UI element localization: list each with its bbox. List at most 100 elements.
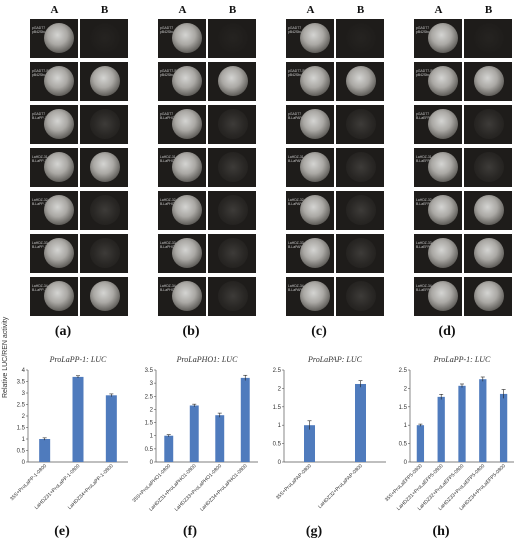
y-tick-label: 1.5 (145, 421, 154, 427)
yeast-row: pGADT7 pB42Sbu2 (158, 19, 256, 58)
yeast-cell-a: LaHDZ-32-pGADT7 B-LaPAP-pHis2 (286, 191, 334, 230)
yeast-colony (90, 109, 120, 139)
construct-label: pGADT7 B-LaPAP-pHis2 (288, 112, 312, 121)
yeast-colony (172, 152, 202, 182)
yeast-cell-a: LaHDZ-31-pGADT7 B-LaPAP-pHis2 (286, 148, 334, 187)
yeast-colony (474, 23, 504, 53)
construct-label: pGADT7-53 pB42Sbu2 (416, 69, 435, 78)
yeast-cell-b (336, 19, 384, 58)
yeast-row: LaHDZ-33-pGADT7 B-LaPAP-pHis2 (286, 234, 384, 273)
yeast-cell-a: LaHDZ-34-pGADT7 B-LaEFP-pHis2 (414, 277, 462, 316)
construct-label: pGADT7 pB42Sbu2 (288, 26, 304, 35)
y-tick-label: 0 (404, 460, 408, 466)
chart-title: ProLaPP-1: LUC (49, 355, 107, 364)
yeast-colony (300, 109, 330, 139)
yeast-cell-a: pGADT7 pB42Sbu2 (30, 19, 78, 58)
construct-label: pGADT7-53 pB42Sbu2 (288, 69, 307, 78)
y-tick-label: 0.5 (399, 442, 408, 448)
yeast-colony (218, 195, 248, 225)
yeast-cell-a: LaHDZ-34-pGADT7 B-LaPHO1-pHis2 (158, 277, 206, 316)
yeast-cell-b (208, 19, 256, 58)
yeast-colony (44, 109, 74, 139)
yeast-cell-a: pGADT7 B-LaPAP-pHis2 (286, 105, 334, 144)
y-tick-label: 2 (404, 386, 408, 392)
bar (479, 379, 487, 462)
column-header-a: A (306, 4, 315, 16)
chart-title: ProLaPHO1: LUC (176, 355, 238, 364)
x-category-label: 35S+ProLaPAP-0800 (275, 463, 313, 501)
yeast-cell-b (464, 105, 512, 144)
panel-label-d: (d) (438, 324, 456, 339)
column-header-a: A (434, 4, 443, 16)
yeast-row: LaHDZ-33-pGADT7 B-LaEFP-pHis2 (414, 234, 512, 273)
y-tick-label: 1 (22, 437, 26, 443)
yeast-colony (346, 281, 376, 311)
yeast-colony (474, 109, 504, 139)
y-tick-label: 0 (278, 460, 282, 466)
yeast-colony (218, 66, 248, 96)
yeast-row: pGADT7 pB42Sbu2 (30, 19, 128, 58)
yeast-row: LaHDZ-32-pGADT7 B-LaPP-1-pHis2 (30, 191, 128, 230)
yeast-colony (172, 109, 202, 139)
yeast-cell-b (336, 62, 384, 101)
chart-f: ProLaPHO1: LUC 0 0.5 1 1.5 2 2.5 3 3.5 35S+ProLaP… (131, 354, 262, 514)
yeast-row: LaHDZ-34-pGADT7 B-LaPAP-pHis2 (286, 277, 384, 316)
yeast-row: pGADT7-53 pB42Sbu2 (286, 62, 384, 101)
panel-label-b: (b) (182, 324, 200, 339)
construct-label: pGADT7 pB42Sbu2 (32, 26, 48, 35)
yeast-colony (44, 66, 74, 96)
y-tick-label: 3.5 (17, 380, 26, 386)
yeast-cell-a: LaHDZ-31-pGADT7 B-LaEFP-pHis2 (414, 148, 462, 187)
yeast-cell-b (464, 148, 512, 187)
yeast-row: LaHDZ-31-pGADT7 B-LaPP-1-pHis2 (30, 148, 128, 187)
yeast-colony (300, 66, 330, 96)
yeast-cell-a: LaHDZ-31-pGADT7 B-LaPHO1-pHis2 (158, 148, 206, 187)
bar (72, 376, 84, 462)
yeast-colony (300, 281, 330, 311)
yeast-colony (346, 238, 376, 268)
yeast-cell-a: LaHDZ-32-pGADT7 B-LaPP-1-pHis2 (30, 191, 78, 230)
bar (355, 383, 366, 462)
yeast-colony (300, 238, 330, 268)
chart-g: ProLaPAP: LUC 0 0.5 1 1.5 2 2.5 35S+ProLaPAP-08… (268, 354, 390, 514)
y-tick-label: 0 (150, 460, 154, 466)
panel-label-h: (h) (432, 524, 450, 539)
chart-h: ProLaPP-1: LUC 0 0.5 1 1.5 2 2.5 35S+ProLaEFP5-… (384, 354, 518, 514)
bar (437, 396, 445, 462)
yeast-cell-b (464, 234, 512, 273)
yeast-colony (428, 23, 458, 53)
yeast-colony (172, 195, 202, 225)
yeast-colony (346, 66, 376, 96)
yeast-colony (44, 23, 74, 53)
y-tick-label: 0.5 (273, 442, 282, 448)
yeast-cell-b (80, 148, 128, 187)
y-tick-label: 0.5 (17, 449, 26, 455)
column-header-b: B (484, 4, 493, 16)
chart-svg: ProLaPAP: LUC 0 0.5 1 1.5 2 2.5 35S+ProLaPAP-08… (273, 355, 386, 510)
construct-label: pGADT7-53 pB42Sbu2 (32, 69, 51, 78)
column-header-b: B (100, 4, 109, 16)
yeast-cell-b (208, 62, 256, 101)
yeast-cell-a: pGADT7-53 pB42Sbu2 (286, 62, 334, 101)
yeast-colony (172, 23, 202, 53)
yeast-colony (428, 152, 458, 182)
yeast-colony (90, 195, 120, 225)
yeast-colony (300, 23, 330, 53)
y-tick-label: 1.5 (273, 405, 282, 411)
y-tick-label: 2.5 (399, 368, 408, 374)
yeast-colony (474, 66, 504, 96)
y-tick-label: 2 (22, 414, 26, 420)
column-header-a: A (178, 4, 187, 16)
y-tick-label: 2.5 (145, 394, 154, 400)
yeast-colony (172, 281, 202, 311)
yeast-colony (428, 195, 458, 225)
y-tick-label: 2 (278, 386, 282, 392)
yeast-colony (428, 281, 458, 311)
bar (39, 439, 51, 462)
x-category-label: LaHDZ34+ProLaPHO1-0800 (199, 463, 249, 513)
yeast-cell-a: LaHDZ-31-pGADT7 B-LaPP-1-pHis2 (30, 148, 78, 187)
yeast-cell-b (208, 234, 256, 273)
yeast-cell-b (336, 277, 384, 316)
yeast-cell-a: LaHDZ-34-pGADT7 B-LaPP-1-pHis2 (30, 277, 78, 316)
